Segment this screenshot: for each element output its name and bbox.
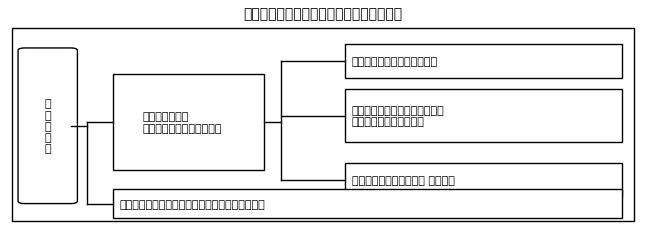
Text: 抗ダイオキシン類抗体を用いたイムノアッセイ法: 抗ダイオキシン類抗体を用いたイムノアッセイ法 — [119, 199, 265, 209]
FancyBboxPatch shape — [18, 49, 77, 204]
Bar — [113, 75, 264, 170]
Text: 生
物
検
定
法: 生 物 検 定 法 — [45, 99, 51, 154]
Bar — [345, 45, 622, 79]
Text: 抗Ａｈレセプター複合体抗体を
用いたイムノアッセイ法: 抗Ａｈレセプター複合体抗体を 用いたイムノアッセイ法 — [352, 106, 444, 127]
Text: レポータージーンアッセイ法: レポータージーンアッセイ法 — [352, 57, 438, 67]
Bar — [12, 29, 634, 221]
Text: 生物検定法による簡易測定技術の技術分類: 生物検定法による簡易測定技術の技術分類 — [243, 8, 402, 22]
Text: Ａｈレセプターアッセイ ＰＣＲ法: Ａｈレセプターアッセイ ＰＣＲ法 — [352, 176, 454, 186]
Bar — [113, 190, 622, 218]
Text: Ａｈレセプター
バインディングアッセイ法: Ａｈレセプター バインディングアッセイ法 — [143, 112, 222, 133]
Bar — [345, 90, 622, 142]
Bar — [345, 164, 622, 198]
